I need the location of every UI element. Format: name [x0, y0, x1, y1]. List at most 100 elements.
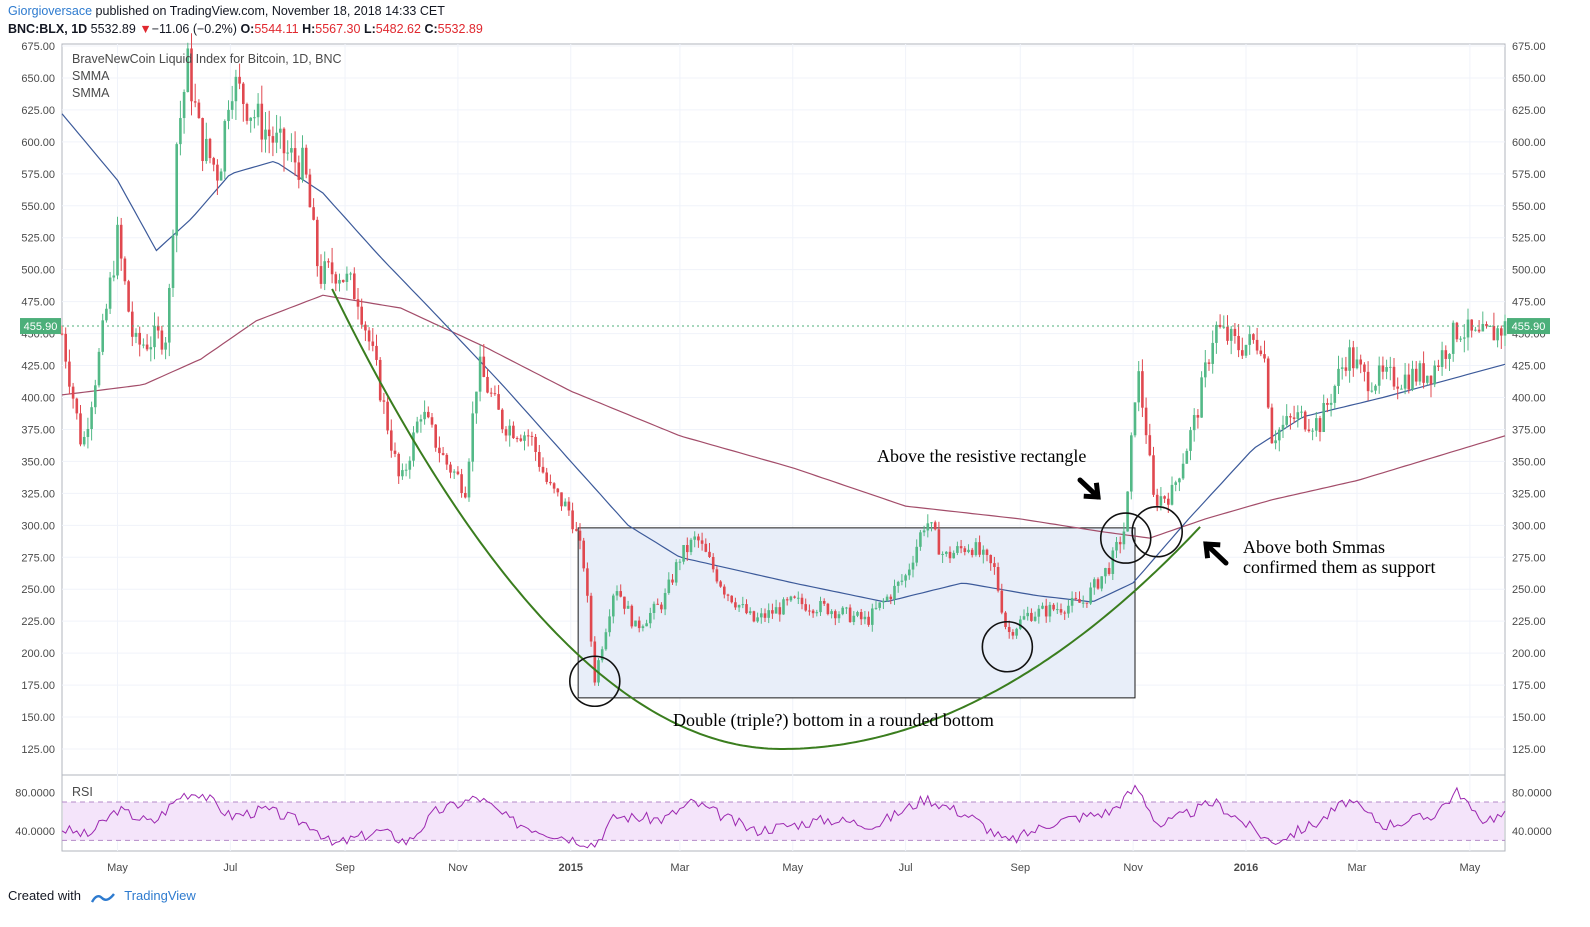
candle-up [182, 92, 186, 119]
arrow-icon-head [1203, 541, 1221, 559]
tradingview-link[interactable]: TradingView [124, 888, 196, 903]
candle-up [1466, 319, 1470, 338]
candle-up [604, 632, 608, 650]
candle-up [797, 597, 800, 599]
candle-up [1411, 368, 1414, 390]
candle-down [1344, 367, 1348, 371]
candle-up [615, 591, 619, 596]
candle-up [652, 603, 656, 613]
candle-up [234, 76, 238, 102]
bottom-circle [568, 655, 621, 708]
candle-down [208, 138, 212, 159]
y-tick-label-right: 325.00 [1512, 488, 1546, 500]
candle-up [682, 545, 685, 562]
x-tick-label: Mar [1348, 862, 1367, 874]
candle-down [1422, 363, 1425, 383]
candle-down [131, 311, 134, 337]
candle-up [467, 461, 471, 498]
candle-down [1392, 366, 1396, 387]
candle-down [959, 546, 963, 549]
candle-up [1333, 385, 1337, 403]
annotation-smma-label-2: confirmed them as support [1243, 557, 1435, 577]
candle-down [245, 103, 249, 121]
y-tick-label-left: 600.00 [21, 137, 55, 149]
candle-down [1485, 324, 1488, 327]
candle-down [75, 398, 79, 414]
bottom-circle [981, 620, 1034, 673]
candle-down [464, 492, 467, 498]
candle-down [1000, 590, 1004, 613]
y-tick-label-right: 675.00 [1512, 41, 1546, 53]
candle-down [297, 162, 301, 180]
candle-up [782, 599, 785, 615]
y-tick-label-left: 350.00 [21, 456, 55, 468]
candle-up [837, 614, 841, 619]
candle-up [760, 613, 763, 618]
candle-up [649, 612, 652, 624]
candle-down [933, 522, 937, 530]
candle-up [419, 419, 423, 422]
candle-down [145, 344, 149, 350]
candle-down [1011, 632, 1015, 636]
candle-down [68, 361, 71, 387]
candle-down [541, 466, 545, 473]
candle-down [1163, 496, 1166, 499]
candle-down [434, 424, 437, 448]
candle-down [504, 429, 508, 436]
candle-down [497, 394, 500, 410]
candle-up [1370, 390, 1374, 392]
candle-down [460, 474, 463, 493]
candle-up [478, 356, 482, 392]
candle-down [441, 453, 445, 455]
candle-down [267, 129, 271, 137]
candle-up [116, 224, 119, 276]
candle-up [105, 308, 108, 321]
tradingview-logo-icon [90, 892, 115, 903]
candle-up [1248, 334, 1251, 345]
candle-up [415, 421, 419, 433]
y-tick-label-right: 225.00 [1512, 616, 1546, 628]
candle-down [700, 540, 704, 544]
candle-up [1348, 347, 1351, 371]
y-tick-label-left: 300.00 [21, 520, 55, 532]
author-link[interactable]: Giorgioversace [8, 4, 93, 18]
candle-up [900, 580, 904, 582]
candle-down [445, 454, 449, 465]
candle-down [430, 417, 434, 425]
candle-down [216, 164, 219, 181]
candle-up [1440, 350, 1444, 367]
candle-up [1448, 353, 1451, 359]
candle-up [186, 48, 190, 93]
candle-down [575, 529, 578, 531]
candle-down [1107, 568, 1111, 574]
y-tick-label-left: 500.00 [21, 265, 55, 277]
candle-up [1481, 324, 1485, 332]
candle-down [763, 613, 767, 618]
candle-down [1141, 371, 1144, 408]
candle-down [1396, 386, 1399, 389]
candle-up [597, 660, 600, 683]
candle-down [593, 641, 597, 683]
candle-down [427, 411, 430, 418]
candle-up [1322, 402, 1325, 432]
candle-down [556, 488, 560, 493]
candle-down [390, 430, 393, 451]
candle-down [242, 83, 245, 104]
candle-up [1089, 587, 1092, 604]
publish-info: published on TradingView.com, November 1… [92, 4, 445, 18]
candle-up [1041, 605, 1044, 609]
y-tick-label-right: 275.00 [1512, 552, 1546, 564]
candle-down [1207, 362, 1211, 364]
candle-down [889, 596, 893, 600]
candle-up [1451, 322, 1455, 354]
candle-up [737, 605, 741, 608]
candle-up [882, 600, 885, 603]
candle-up [774, 607, 778, 614]
candle-down [1152, 455, 1155, 495]
candle-down [1074, 597, 1078, 600]
y-tick-label-right: 650.00 [1512, 73, 1546, 85]
rsi-pane-frame [61, 774, 1506, 852]
candle-up [108, 277, 112, 309]
candle-down [367, 330, 371, 342]
